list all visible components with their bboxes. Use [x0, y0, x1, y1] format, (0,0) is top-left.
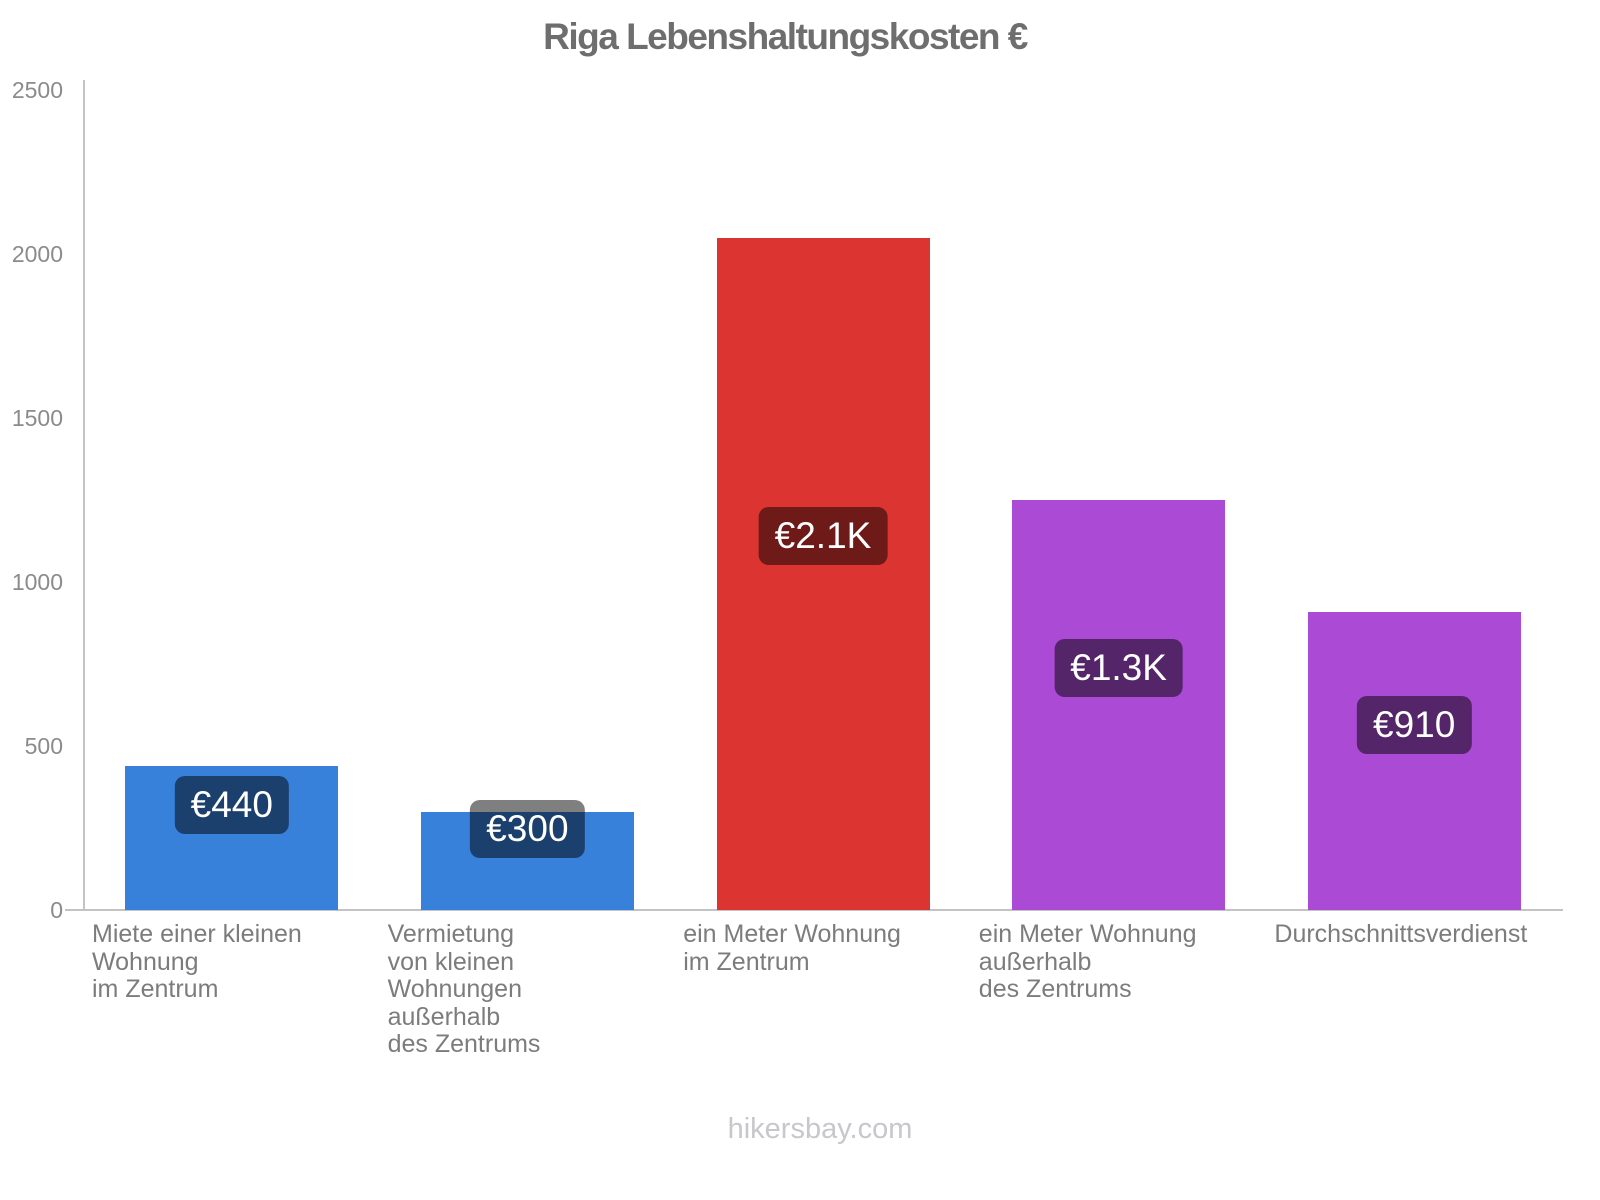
category-label-line: ein Meter Wohnung	[978, 920, 1197, 948]
category-label: ein Meter Wohnung im Zentrum	[683, 920, 969, 976]
y-tick-label: 1500	[11, 405, 63, 431]
bar: €2.1K	[716, 237, 930, 910]
category-label-line: Wohnungen	[387, 975, 522, 1003]
category-label-line: im Zentrum	[683, 947, 810, 976]
category-label-line: im Zentrum	[92, 975, 219, 1003]
category-label: ein Meter Wohnung außerhalb des Zentrums	[978, 920, 1265, 1004]
category-label-line: ein Meter Wohnung	[683, 920, 901, 948]
chart-title: Riga Lebenshaltungskosten €	[543, 16, 1028, 57]
category-label-line: von kleinen	[387, 947, 515, 976]
watermark: hikersbay.com	[727, 1113, 913, 1145]
category-label-line: Wohnung	[92, 947, 199, 976]
bar: €910	[1307, 611, 1521, 910]
category-label-line: des Zentrums	[387, 1030, 541, 1058]
category-label-line: Durchschnittsverdienst	[1274, 920, 1528, 948]
bar: €300	[420, 799, 634, 910]
value-badge: €300	[470, 799, 585, 858]
y-tick-label: 1000	[11, 569, 63, 595]
y-tick-label: 2000	[11, 241, 63, 267]
category-label: Miete einer kleinen Wohnung im Zentrum	[92, 920, 378, 1004]
bar: €1.3K	[1012, 500, 1226, 910]
value-badge: €2.1K	[758, 506, 888, 565]
value-badge: €1.3K	[1054, 639, 1183, 697]
value-badge: €910	[1357, 695, 1472, 754]
y-tick-label: 2500	[11, 77, 63, 103]
category-label: Vermietung von kleinen Wohnungen außerhalb d…	[387, 920, 674, 1059]
y-axis-line	[83, 80, 85, 910]
category-label-line: des Zentrums	[978, 975, 1132, 1003]
category-label-line: außerhalb	[387, 1002, 501, 1031]
y-tick-label: 0	[50, 897, 63, 923]
x-axis-zero-tick	[65, 909, 84, 911]
category-label-line: Miete einer kleinen	[92, 920, 302, 948]
x-axis-line	[84, 909, 1563, 911]
value-badge: €440	[174, 775, 289, 834]
category-label-line: Vermietung	[387, 920, 515, 948]
bar: €440	[125, 765, 339, 910]
category-label: Durchschnittsverdienst	[1274, 920, 1560, 949]
category-label-line: außerhalb	[978, 947, 1092, 976]
y-tick-label: 500	[24, 733, 63, 759]
